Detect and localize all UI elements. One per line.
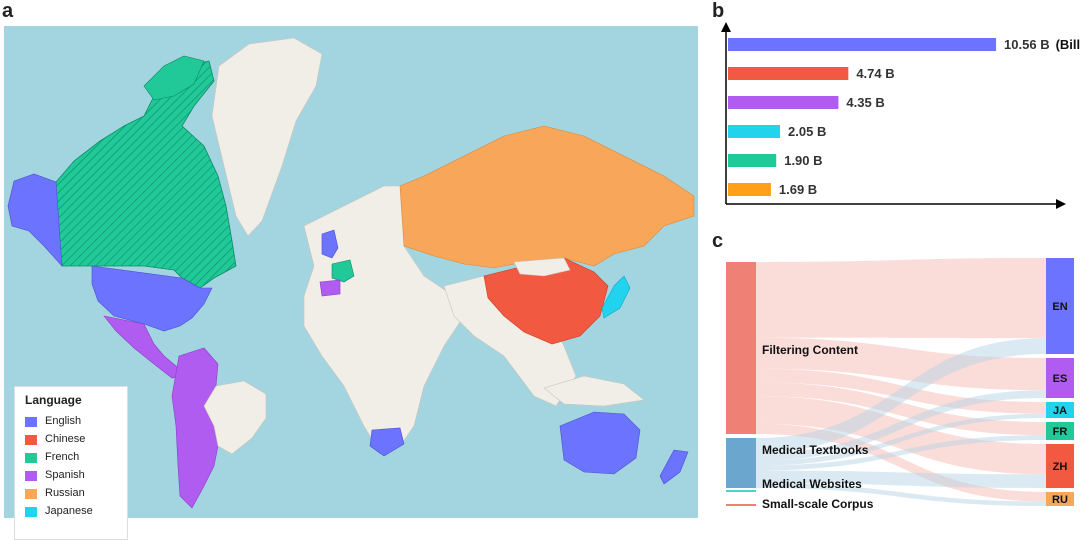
canada-island [143,55,205,101]
sankey-link-0-4 [756,396,1046,475]
y-axis-arrow [721,22,731,32]
bar-value-label-spanish: 4.74 B [856,66,894,81]
sankey-link-0-0 [756,258,1046,339]
token-count-bar-chart: 10.56 B (Billion) 4.74 B 4.35 B 2.05 B 1.90 B… [708,22,1080,222]
bar-chart-svg: 10.56 B (Billion) 4.74 B 4.35 B 2.05 B 1.90 B… [721,22,1080,209]
sankey-target-label-en: EN [1052,301,1067,313]
sankey-target-node-ru [1046,492,1074,506]
panel-letter-a: a [2,0,14,22]
legend-swatch-chinese [25,435,37,445]
bar-chinese [728,96,839,109]
south-america-spanish [171,347,219,509]
bar-value-label-chinese: 4.35 B [846,95,884,110]
sankey-link-0-1 [756,337,1046,391]
bar-unit-label: (Billion) [1056,37,1080,52]
legend-label-french: French [45,451,80,463]
spain-region [319,279,341,297]
x-axis-arrow [1056,199,1066,209]
sankey-source-node-0 [726,262,756,434]
bar-spanish [728,67,849,80]
world-language-map: Language English Chinese French Spanish … [4,26,698,540]
panel-letter-c: c [712,230,724,252]
sankey-link-1-2 [756,413,1046,466]
sankey-target-label-ja: JA [1053,405,1067,417]
bar-value-label-japanese: 2.05 B [788,124,826,139]
sankey-link-1-0 [756,338,1046,453]
bar-value-label-english: 10.56 B [1004,37,1050,52]
legend-label-english: English [45,415,82,427]
sankey-link-1-5 [756,483,1046,506]
mongolia-region [513,257,571,277]
legend-swatch-english [25,417,37,427]
legend-title: Language [25,393,82,407]
sankey-source-node-1 [726,438,756,488]
france-region [331,259,355,283]
bar-value-label-french: 1.90 B [784,153,822,168]
japan-region [601,275,631,319]
map-legend: Language English Chinese French Spanish … [14,386,128,540]
legend-swatch-russian [25,489,37,499]
bar-japanese [728,125,781,138]
new-zealand-region [659,449,689,485]
canada-region [55,60,237,289]
sankey-source-label-3: Small-scale Corpus [762,497,874,511]
sankey-link-1-1 [756,390,1046,461]
sankey-target-label-fr: FR [1053,426,1068,438]
greenland-region [211,37,323,237]
bar-french [728,154,777,167]
bar-value-label-russian: 1.69 B [779,182,817,197]
bar-russian [728,183,771,196]
bar-english [728,38,997,51]
australia-region [559,411,641,475]
bars-group: 10.56 B (Billion) 4.74 B 4.35 B 2.05 B 1.90 B… [728,37,1080,197]
south-africa-region [369,427,405,457]
sankey-source-label-1: Medical Textbooks [762,443,869,457]
usa-region [91,265,213,332]
sankey-link-1-4 [756,470,1046,488]
panel-letter-b: b [712,0,725,22]
sankey-source-label-2: Medical Websites [762,477,862,491]
sankey-target-label-zh: ZH [1053,461,1068,473]
legend-label-spanish: Spanish [45,469,85,481]
sankey-target-node-es [1046,358,1074,398]
legend-label-russian: Russian [45,487,85,499]
sankey-source-node-3 [726,504,756,506]
sankey-link-1-3 [756,435,1046,471]
sankey-target-node-zh [1046,444,1074,488]
legend-label-chinese: Chinese [45,433,86,445]
brazil-region [203,380,267,455]
sankey-target-node-en [1046,258,1074,354]
sankey-source-node-2 [726,490,756,492]
sankey-link-0-5 [756,423,1046,502]
sankey-links [756,258,1046,506]
sankey-target-label-ru: RU [1052,494,1068,506]
sankey-source-label-0: Filtering Content [762,343,858,357]
legend-label-japanese: Japanese [45,505,93,517]
sankey-nodes: Filtering Content Medical Textbooks Medica… [726,258,1074,511]
legend-swatch-japanese [25,507,37,517]
legend-swatch-french [25,453,37,463]
sankey-target-label-es: ES [1053,373,1068,385]
sankey-diagram: Filtering Content Medical Textbooks Medica… [708,250,1080,520]
sankey-target-node-ja [1046,402,1074,418]
uk-region [321,229,339,259]
alaska-region [7,173,63,267]
russia-region [399,125,695,269]
southeast-asia-islands [543,375,645,407]
sankey-svg: Filtering Content Medical Textbooks Medica… [726,258,1074,511]
sankey-target-node-fr [1046,422,1074,440]
legend-swatch-spanish [25,471,37,481]
